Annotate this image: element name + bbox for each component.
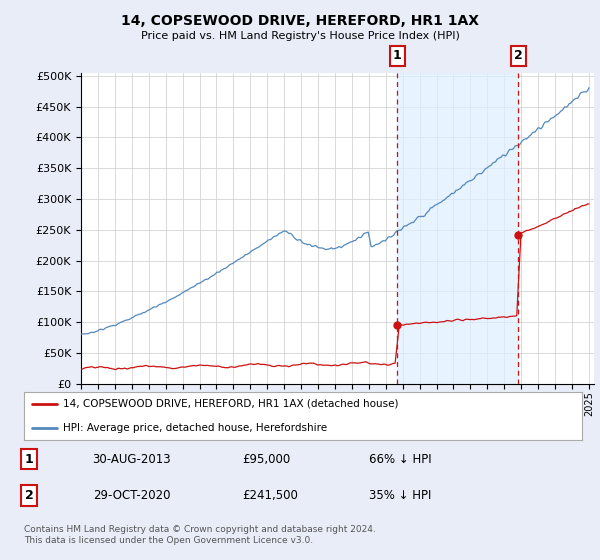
Text: HPI: Average price, detached house, Herefordshire: HPI: Average price, detached house, Here… <box>63 423 327 433</box>
Text: 2: 2 <box>25 489 34 502</box>
Text: 1: 1 <box>25 452 34 465</box>
Text: 14, COPSEWOOD DRIVE, HEREFORD, HR1 1AX: 14, COPSEWOOD DRIVE, HEREFORD, HR1 1AX <box>121 14 479 28</box>
Bar <box>397 73 518 384</box>
Text: 66% ↓ HPI: 66% ↓ HPI <box>369 452 432 465</box>
Text: Price paid vs. HM Land Registry's House Price Index (HPI): Price paid vs. HM Land Registry's House … <box>140 31 460 41</box>
Text: 1: 1 <box>393 49 401 63</box>
Text: 30-AUG-2013: 30-AUG-2013 <box>92 452 171 465</box>
Text: £95,000: £95,000 <box>242 452 290 465</box>
Text: 2: 2 <box>514 49 523 63</box>
Text: £241,500: £241,500 <box>242 489 298 502</box>
Text: 14, COPSEWOOD DRIVE, HEREFORD, HR1 1AX (detached house): 14, COPSEWOOD DRIVE, HEREFORD, HR1 1AX (… <box>63 399 398 409</box>
Text: 29-OCT-2020: 29-OCT-2020 <box>92 489 170 502</box>
Text: 35% ↓ HPI: 35% ↓ HPI <box>369 489 431 502</box>
Text: Contains HM Land Registry data © Crown copyright and database right 2024.
This d: Contains HM Land Registry data © Crown c… <box>24 525 376 545</box>
